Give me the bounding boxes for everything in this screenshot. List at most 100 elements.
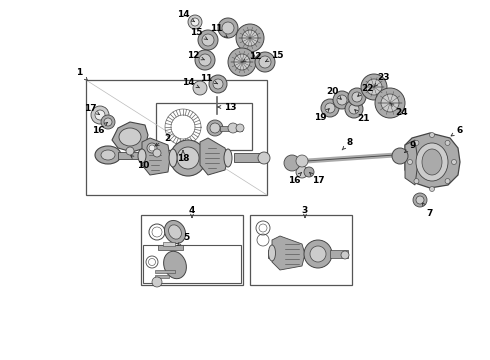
Circle shape [209, 75, 227, 93]
Bar [141, 215, 243, 285]
Text: 10: 10 [131, 156, 149, 170]
Circle shape [349, 104, 359, 114]
Circle shape [195, 50, 215, 70]
Circle shape [101, 115, 115, 129]
Circle shape [414, 140, 419, 145]
Circle shape [392, 148, 408, 164]
Circle shape [352, 92, 362, 102]
Circle shape [193, 81, 207, 95]
Circle shape [234, 54, 250, 70]
Ellipse shape [224, 149, 232, 167]
Polygon shape [200, 138, 228, 175]
Bar [155, 275, 169, 278]
Text: 14: 14 [177, 9, 195, 22]
Ellipse shape [169, 225, 181, 239]
Text: 21: 21 [355, 110, 370, 122]
Text: 18: 18 [177, 150, 189, 162]
Circle shape [147, 143, 157, 153]
Circle shape [198, 30, 218, 50]
Text: 7: 7 [422, 203, 433, 217]
Text: 3: 3 [302, 206, 308, 217]
Circle shape [430, 132, 435, 138]
Polygon shape [272, 236, 305, 270]
Polygon shape [405, 140, 418, 185]
Bar [86, 80, 267, 195]
Circle shape [153, 149, 161, 157]
Bar [155, 270, 175, 273]
Circle shape [152, 277, 162, 287]
Circle shape [126, 147, 134, 155]
Text: 13: 13 [218, 103, 236, 112]
Circle shape [414, 179, 419, 184]
Circle shape [296, 166, 308, 178]
Circle shape [149, 145, 155, 151]
Text: 9: 9 [405, 140, 416, 153]
Ellipse shape [165, 220, 186, 243]
Text: 14: 14 [182, 77, 199, 88]
Text: 15: 15 [190, 27, 207, 40]
Circle shape [218, 18, 238, 38]
Circle shape [207, 120, 223, 136]
Polygon shape [142, 138, 170, 175]
Circle shape [213, 79, 223, 89]
Text: 4: 4 [189, 206, 195, 217]
Text: 12: 12 [243, 51, 261, 62]
Ellipse shape [101, 150, 115, 160]
Circle shape [222, 22, 234, 34]
Circle shape [375, 88, 405, 118]
Ellipse shape [119, 128, 141, 146]
Circle shape [348, 88, 366, 106]
Ellipse shape [269, 245, 275, 261]
Circle shape [258, 152, 270, 164]
Circle shape [91, 106, 109, 124]
Circle shape [236, 24, 264, 52]
Circle shape [210, 123, 220, 133]
Text: 11: 11 [210, 23, 227, 37]
Circle shape [325, 103, 335, 113]
Circle shape [228, 123, 238, 133]
Polygon shape [405, 133, 460, 188]
Circle shape [408, 159, 413, 165]
Circle shape [445, 140, 450, 145]
Bar [118, 152, 146, 159]
Text: 8: 8 [342, 138, 353, 150]
Circle shape [242, 30, 258, 46]
Polygon shape [112, 122, 148, 152]
Circle shape [188, 15, 202, 29]
Bar [158, 245, 183, 250]
Text: 11: 11 [200, 73, 218, 84]
Circle shape [177, 147, 199, 169]
Circle shape [199, 54, 211, 66]
Text: 16: 16 [92, 122, 107, 135]
Circle shape [361, 74, 387, 100]
Circle shape [170, 140, 206, 176]
Text: 5: 5 [178, 234, 189, 246]
Circle shape [104, 118, 112, 126]
Text: 12: 12 [187, 50, 205, 60]
Bar [268, 250, 323, 258]
Text: 2: 2 [155, 134, 170, 146]
Text: 15: 15 [266, 50, 283, 62]
Circle shape [284, 155, 300, 171]
Circle shape [337, 95, 347, 105]
Text: 1: 1 [76, 68, 87, 80]
Circle shape [202, 34, 214, 46]
Circle shape [95, 110, 105, 120]
Ellipse shape [164, 251, 186, 279]
Ellipse shape [95, 146, 121, 164]
Text: 24: 24 [391, 103, 408, 117]
Circle shape [191, 18, 199, 26]
Circle shape [310, 246, 326, 262]
Text: 6: 6 [451, 126, 463, 136]
Text: 17: 17 [310, 172, 324, 185]
Circle shape [228, 48, 256, 76]
Bar [220, 126, 242, 131]
Circle shape [413, 193, 427, 207]
Ellipse shape [138, 149, 146, 163]
Text: 20: 20 [326, 86, 341, 99]
Circle shape [416, 196, 424, 204]
Circle shape [381, 94, 399, 112]
Bar [143, 245, 241, 283]
Bar [163, 242, 175, 246]
Circle shape [445, 179, 450, 184]
